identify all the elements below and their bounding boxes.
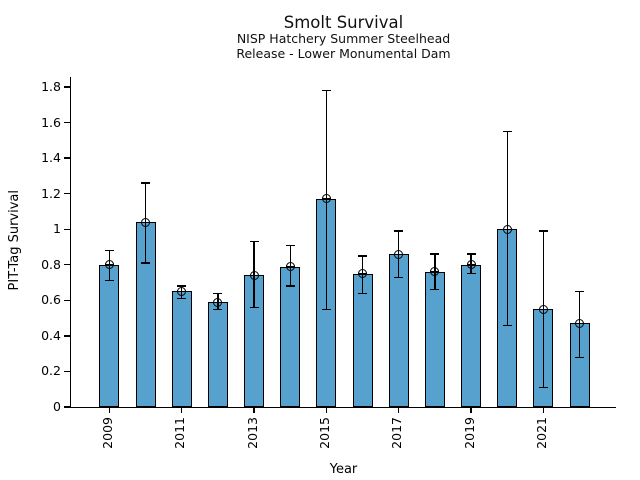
error-cap-top-2014 [285,244,295,246]
error-cap-top-2012 [213,292,223,294]
chart-title: Smolt Survival [283,13,404,32]
x-tick-label: 2019 [461,417,477,449]
error-cap-top-2010 [141,182,151,184]
y-tick-label: 0.4 [41,327,61,343]
data-point-marker-2011 [177,286,187,296]
data-point-marker-2013 [249,270,259,280]
data-point-marker-2009 [104,260,114,270]
x-tick-mark [108,408,111,413]
bar-2009 [99,264,120,407]
error-cap-bottom-2022 [575,356,585,358]
error-cap-top-2020 [502,130,512,133]
x-tick-label: 2015 [316,417,332,449]
x-tick-mark [253,408,255,413]
bar-2018 [424,271,445,407]
y-tick-label: 0.6 [41,292,61,308]
bar-2014 [280,266,301,407]
error-cap-top-2019 [466,253,476,255]
data-point-marker-2021 [538,304,548,314]
x-tick-label: 2011 [172,417,188,449]
y-tick-mark [64,157,70,159]
error-cap-bottom-2013 [249,306,259,309]
y-tick-label: 0.8 [41,256,61,272]
y-tick-label: 1.6 [41,114,61,130]
x-tick-mark [470,408,472,413]
chart-subtitle-line1: NISP Hatchery Summer Steelhead [236,31,451,46]
error-cap-top-2015 [321,89,331,92]
y-tick-label: 0.2 [41,363,61,379]
y-tick-mark [64,228,70,230]
y-tick-mark [64,121,70,124]
error-cap-bottom-2016 [358,292,368,294]
error-cap-bottom-2009 [104,280,114,282]
x-tick-label: 2009 [99,417,115,449]
x-tick-mark [325,408,328,413]
y-tick-mark [64,86,70,88]
error-cap-top-2011 [177,285,187,287]
error-cap-bottom-2015 [321,308,331,310]
data-point-marker-2020 [502,224,512,234]
error-cap-top-2018 [430,253,440,255]
data-point-marker-2015 [321,194,331,204]
data-point-marker-2016 [358,269,368,279]
x-axis-label: Year [329,462,358,477]
error-cap-top-2009 [104,249,114,252]
error-cap-top-2021 [538,230,548,232]
error-cap-bottom-2012 [213,308,223,310]
x-tick-label: 2021 [533,417,549,449]
y-tick-label: 0 [53,399,61,414]
error-cap-bottom-2010 [141,262,151,264]
data-point-marker-2019 [466,260,476,270]
error-cap-top-2022 [575,290,585,293]
bar-2011 [171,291,192,407]
chart-subtitle-line2: Release - Lower Monumental Dam [236,46,451,61]
y-tick-mark [64,192,70,195]
error-cap-bottom-2017 [394,276,404,278]
error-cap-bottom-2019 [466,273,476,275]
y-tick-label: 1.4 [41,150,61,166]
y-tick-label: 1.2 [41,185,61,201]
x-tick-label: 2013 [244,417,260,449]
y-tick-mark [64,406,70,408]
data-point-marker-2017 [394,249,404,259]
y-axis-label: PIT-Tag Survival [7,190,22,291]
x-axis-spine [70,406,616,409]
error-cap-top-2016 [358,255,368,257]
error-cap-bottom-2021 [538,386,548,389]
x-tick-mark [542,408,545,413]
data-point-marker-2022 [575,318,585,328]
error-cap-bottom-2018 [430,289,440,291]
bar-2019 [461,264,482,407]
error-cap-bottom-2014 [285,285,295,287]
x-tick-mark [181,408,183,413]
error-cap-bottom-2011 [177,297,187,300]
data-point-marker-2012 [213,297,223,307]
x-tick-label: 2017 [389,417,405,449]
error-cap-bottom-2020 [502,324,512,326]
y-tick-mark [64,335,70,337]
y-tick-mark [64,264,70,266]
y-tick-mark [64,299,70,301]
x-tick-mark [398,408,400,413]
data-point-marker-2010 [141,217,151,227]
error-cap-top-2017 [394,230,404,232]
data-point-marker-2018 [430,267,440,277]
y-tick-mark [64,370,70,373]
error-cap-top-2013 [249,240,259,243]
bar-2012 [207,302,228,407]
y-axis-spine [70,77,72,408]
y-tick-label: 1.8 [41,78,61,94]
data-point-marker-2014 [285,262,295,272]
y-tick-label: 1 [53,221,61,237]
